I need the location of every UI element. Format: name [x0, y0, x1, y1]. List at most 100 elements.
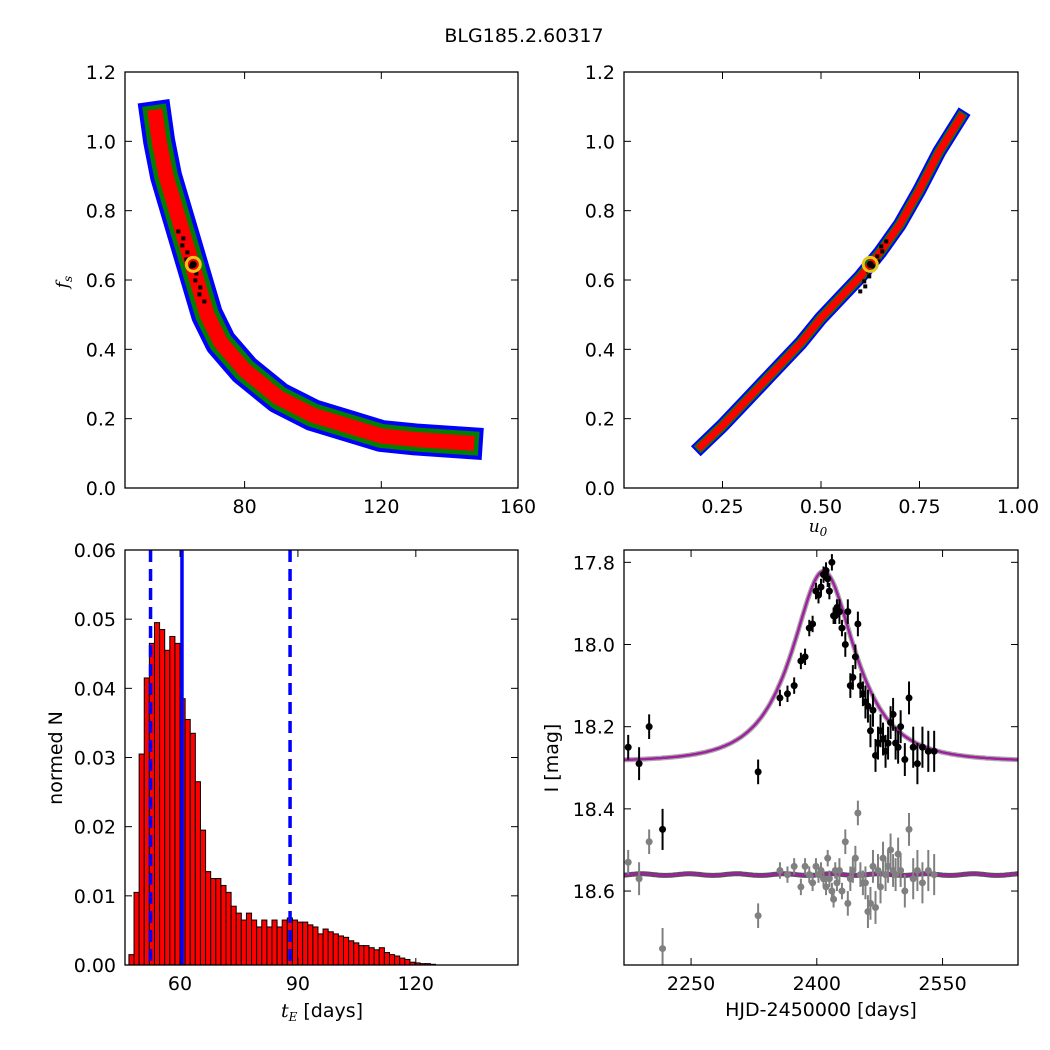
data-point [909, 743, 917, 751]
plot-frame [623, 549, 1019, 966]
data-point [849, 673, 857, 681]
likelihood-core-pixel [194, 271, 199, 276]
likelihood-band-blue [690, 107, 971, 457]
histogram-bar [358, 945, 365, 966]
x-axis-label: tE [days] [281, 1000, 363, 1024]
y-tick-label: 0.8 [585, 201, 615, 223]
data-point [841, 641, 849, 649]
data-point [897, 866, 905, 874]
data-point [838, 624, 846, 632]
data-point [924, 866, 932, 874]
y-tick-label: 1.0 [585, 131, 615, 153]
data-point [864, 702, 872, 710]
data-point [851, 854, 859, 862]
ticks: 2250 2400 2550 17.8 18.0 18.2 18.4 18.6 [573, 550, 1018, 995]
histogram-bar [194, 781, 201, 966]
x-tick-label: 120 [363, 496, 399, 518]
histogram-bar [337, 935, 345, 966]
y-tick-label: 0.06 [74, 540, 116, 562]
data-point [905, 694, 913, 702]
data-point [797, 883, 805, 891]
y-axis-label: I [mag] [541, 724, 563, 793]
data-point [801, 653, 809, 661]
data-point [754, 768, 762, 776]
x-tick-label: 1.00 [997, 496, 1039, 518]
likelihood-core-pixel [880, 249, 885, 254]
histogram-bar [394, 955, 401, 966]
data-point [901, 756, 909, 764]
data-point [889, 710, 897, 718]
histogram-bar [322, 928, 329, 966]
histogram-bar [164, 649, 171, 966]
histogram-bar [404, 958, 411, 966]
data-point [869, 706, 877, 714]
x-tick-label: 60 [168, 973, 192, 995]
likelihood-core-pixel [197, 292, 202, 297]
data-point [884, 739, 892, 747]
likelihood-core-pixel [875, 254, 880, 259]
likelihood-core-pixel [181, 236, 186, 241]
histogram-bar [388, 954, 396, 966]
panel-light-curve: 2250 2400 2550 17.8 18.0 18.2 18.4 18.6 HJD-245… [541, 549, 1019, 1021]
y-tick-label: 18.4 [573, 799, 615, 821]
x-tick-label: 160 [500, 496, 536, 518]
y-tick-label: 1.2 [86, 62, 116, 84]
y-tick-label: 0.01 [74, 886, 116, 908]
x-tick-label: 2550 [918, 973, 966, 995]
data-point [825, 875, 833, 883]
histogram-bar [343, 936, 350, 966]
histogram-bar [373, 949, 380, 966]
data-point [924, 747, 932, 755]
likelihood-core-pixel [862, 279, 867, 284]
histogram-bar [240, 919, 247, 966]
histogram-bar [251, 919, 258, 966]
histogram-bar [353, 942, 360, 966]
histogram-bar [245, 912, 253, 966]
x-tick-label: 120 [398, 973, 434, 995]
histogram-bar [378, 947, 385, 966]
data-point [887, 846, 895, 854]
data-point [854, 620, 862, 628]
likelihood-band-red [695, 112, 966, 452]
model-curve [624, 569, 1018, 762]
histogram-bar [215, 878, 222, 966]
y-tick-label: 18.0 [573, 635, 615, 657]
likelihood-band-green [693, 110, 968, 454]
x-axis-label: u0 [809, 517, 828, 539]
data-point [830, 895, 838, 903]
model-curve-shadow [624, 568, 1018, 763]
data-point [828, 558, 836, 566]
data-point [817, 583, 825, 591]
y-tick-label: 1.0 [86, 131, 116, 153]
likelihood-core-pixel [876, 259, 881, 264]
y-tick-label: 0.6 [86, 270, 116, 292]
likelihood-core-pixel [198, 285, 203, 290]
likelihood-core-pixel [858, 289, 863, 294]
likelihood-core-pixel [871, 264, 876, 269]
histogram-bar [348, 940, 355, 966]
ticks: 80 120 160 0.0 0.2 0.4 0.6 0.8 1.0 1.2 [86, 62, 536, 518]
y-tick-label: 0.0 [585, 478, 615, 500]
data-point [776, 866, 784, 874]
histogram-bar [210, 878, 217, 966]
data-point [838, 887, 846, 895]
best-fit-point [866, 260, 874, 268]
y-tick-label: 0.0 [86, 478, 116, 500]
y-tick-label: 0.00 [74, 955, 116, 977]
data-point [869, 862, 877, 870]
data-point [809, 879, 817, 887]
y-tick-label: 0.2 [86, 409, 116, 431]
y-tick-label: 0.03 [74, 748, 116, 770]
data-point [824, 575, 832, 583]
data-point [624, 743, 632, 751]
likelihood-core-pixel [879, 244, 884, 249]
histogram-bar [332, 933, 339, 966]
data-point [783, 690, 791, 698]
plot-contents [624, 554, 1018, 965]
histogram-bar [169, 635, 176, 966]
likelihood-core-pixel [180, 243, 185, 248]
data-point [913, 866, 921, 874]
data-point [783, 871, 791, 879]
data-point [635, 875, 643, 883]
data-point [930, 871, 938, 879]
